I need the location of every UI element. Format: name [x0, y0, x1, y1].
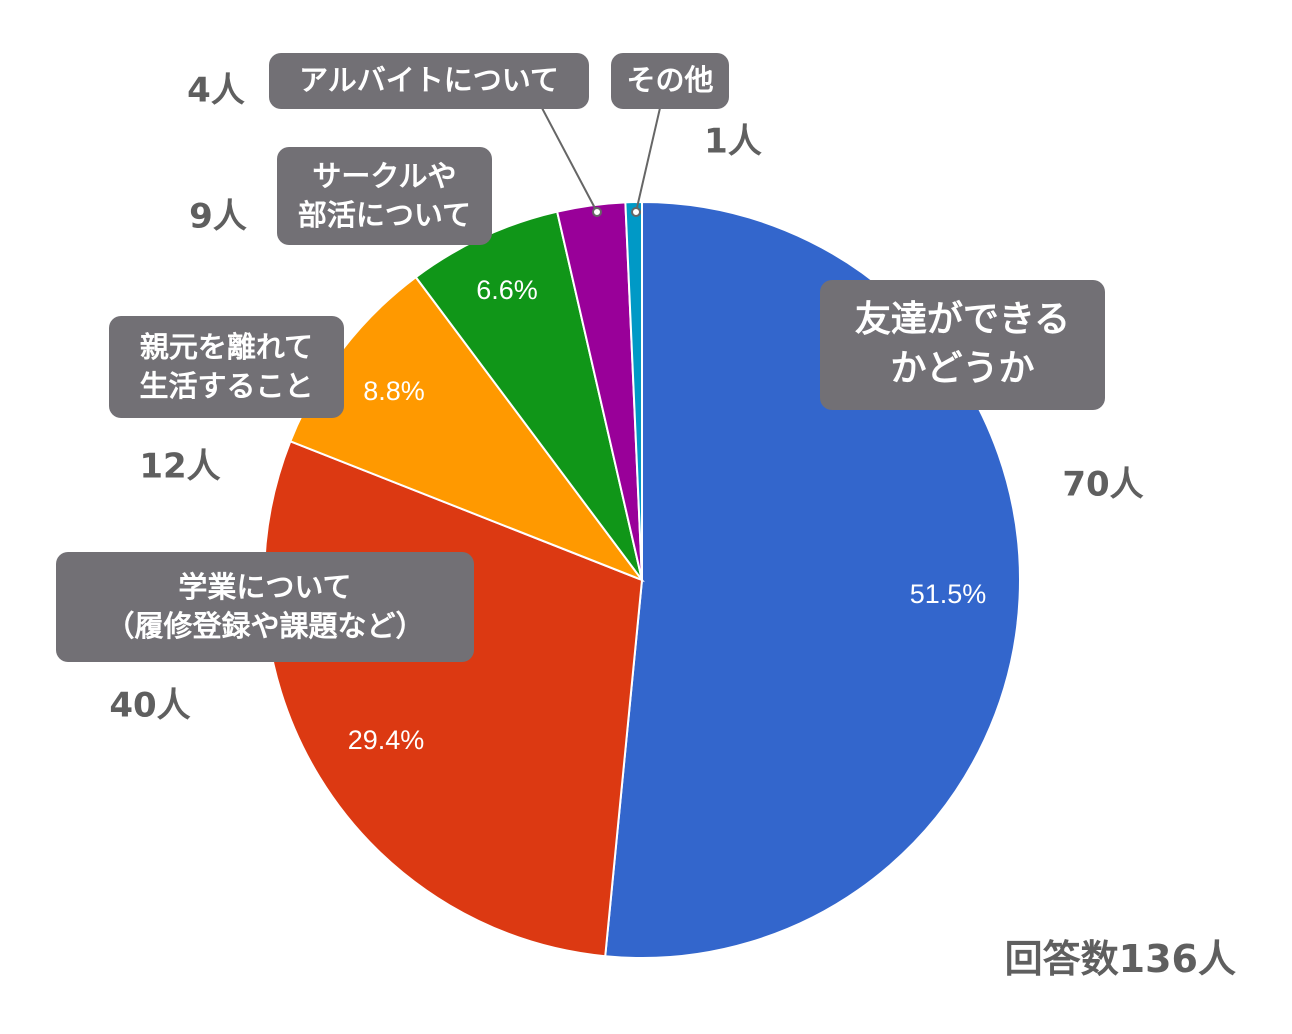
leader-dot	[592, 207, 602, 217]
slice-count-label: 4人	[187, 71, 245, 111]
pie-slice-5	[624, 200, 643, 581]
leader-dot	[631, 207, 641, 217]
percent-labels: 51.5% 29.4% 8.8% 6.6%	[348, 275, 987, 755]
slice-percent-label: 8.8%	[363, 376, 425, 406]
slice-category-badge: サークルや 部活について	[277, 147, 492, 245]
leader-line	[635, 107, 661, 213]
slice-count-label: 12人	[139, 447, 220, 487]
total-respondents: 回答数136人	[1004, 937, 1236, 981]
slice-category-badge: アルバイトについて	[269, 53, 589, 109]
count-labels: 70人 40人 12人 9人 4人 1人	[109, 71, 1143, 726]
slice-percent-label: 29.4%	[348, 725, 425, 755]
slice-category-badge: 学業について （履修登録や課題など）	[56, 552, 474, 662]
slice-count-label: 1人	[704, 122, 762, 162]
slice-category-badge: その他	[611, 53, 729, 109]
leader-lines	[541, 107, 661, 217]
leader-line	[541, 107, 598, 213]
slice-count-label: 40人	[109, 686, 190, 726]
slice-category-badge: 友達ができる かどうか	[820, 280, 1105, 410]
slice-count-label: 9人	[189, 197, 247, 237]
slice-percent-label: 6.6%	[476, 275, 538, 305]
slice-category-badge: 親元を離れて 生活すること	[109, 316, 344, 418]
slice-percent-label: 51.5%	[910, 579, 987, 609]
slice-count-label: 70人	[1062, 465, 1143, 505]
